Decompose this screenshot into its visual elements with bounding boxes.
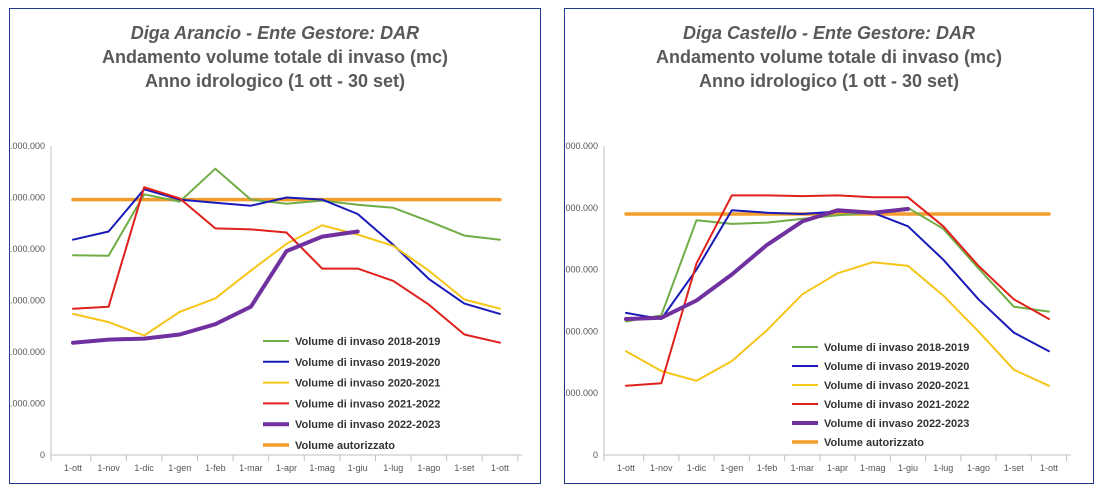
series-line — [625, 206, 1050, 323]
legend-label: Volume di invaso 2022-2023 — [295, 419, 440, 431]
x-tick-label: 1-ott — [1040, 463, 1059, 473]
series-line — [625, 209, 1050, 353]
legend-label: Volume autorizzato — [824, 437, 924, 449]
legend-label: Volume di invaso 2020-2021 — [295, 378, 440, 390]
x-tick-label: 1-lug — [383, 463, 403, 473]
chart-title-line-3: Anno idrologico (1 ott - 30 set) — [145, 71, 405, 91]
x-tick-label: 1-mag — [860, 463, 886, 473]
series-line — [71, 229, 360, 345]
x-tick-label: 1-dic — [134, 463, 154, 473]
legend-label: Volume di invaso 2019-2020 — [824, 361, 969, 373]
x-tick-label: 1-apr — [827, 463, 848, 473]
x-tick-label: 1-nov — [650, 463, 673, 473]
y-tick-label: 0 — [40, 450, 45, 460]
chart-title-line-1: Diga Arancio - Ente Gestore: DAR — [130, 23, 420, 43]
x-tick-label: 1-giu — [898, 463, 918, 473]
legend-label: Volume di invaso 2020-2021 — [824, 380, 969, 392]
legend-label: Volume di invaso 2018-2019 — [295, 336, 440, 348]
y-tick-label: 25.000.000 — [565, 141, 598, 151]
y-tick-label: 20.000.000 — [565, 203, 598, 213]
x-tick-label: 1-ago — [417, 463, 440, 473]
x-tick-label: 1-giu — [348, 463, 368, 473]
y-tick-label: 0 — [593, 450, 598, 460]
y-tick-label: 20.000.000 — [10, 244, 45, 254]
x-tick-label: 1-gen — [168, 463, 191, 473]
y-tick-label: 15.000.000 — [10, 296, 45, 306]
series-line — [625, 194, 1050, 387]
y-tick-label: 10.000.000 — [10, 347, 45, 357]
y-tick-label: 25.000.000 — [10, 193, 45, 203]
x-tick-label: 1-lug — [933, 463, 953, 473]
y-tick-label: 5.000.000 — [565, 388, 598, 398]
chart-title: Diga Arancio - Ente Gestore: DAR Andamen… — [10, 21, 540, 93]
series-line — [72, 224, 501, 337]
chart-title-line-2: Andamento volume totale di invaso (mc) — [655, 47, 1003, 67]
chart-panel-arancio: Diga Arancio - Ente Gestore: DAR Andamen… — [9, 8, 541, 484]
x-tick-label: 1-set — [454, 463, 475, 473]
series-line — [72, 186, 501, 344]
x-tick-label: 1-ago — [967, 463, 990, 473]
legend-label: Volume di invaso 2021-2022 — [824, 399, 969, 411]
chart-panel-castello: Diga Castello - Ente Gestore: DAR Andame… — [564, 8, 1094, 484]
y-tick-label: 15.000.000 — [565, 265, 598, 275]
y-tick-label: 30.000.000 — [10, 141, 45, 151]
x-tick-label: 1-mag — [309, 463, 335, 473]
x-tick-label: 1-ott — [64, 463, 83, 473]
x-tick-label: 1-set — [1004, 463, 1025, 473]
y-tick-label: 10.000.000 — [565, 326, 598, 336]
x-tick-label: 1-apr — [276, 463, 297, 473]
line-chart-castello: 0 5.000.000 10.000.000 15.000.000 20.000.000… — [565, 141, 1071, 473]
x-tick-label: 1-dic — [687, 463, 707, 473]
series-line — [624, 207, 910, 321]
series-line — [72, 167, 501, 257]
legend-label: Volume autorizzato — [295, 440, 395, 452]
legend-label: Volume di invaso 2018-2019 — [824, 342, 969, 354]
y-tick-label: 5.000.000 — [10, 399, 45, 409]
chart-title-line-2: Andamento volume totale di invaso (mc) — [101, 47, 449, 67]
legend-label: Volume di invaso 2022-2023 — [824, 418, 969, 430]
chart-title: Diga Castello - Ente Gestore: DAR Andame… — [565, 21, 1093, 93]
x-tick-label: 1-gen — [720, 463, 743, 473]
x-tick-label: 1-feb — [205, 463, 226, 473]
series-line — [625, 261, 1050, 387]
x-tick-label: 1-nov — [97, 463, 120, 473]
x-tick-label: 1-mar — [239, 463, 263, 473]
line-chart-arancio: 0 5.000.000 10.000.000 15.000.000 20.000.000… — [10, 141, 522, 473]
x-tick-label: 1-ott — [491, 463, 510, 473]
chart-title-line-3: Anno idrologico (1 ott - 30 set) — [699, 71, 959, 91]
x-tick-label: 1-ott — [617, 463, 636, 473]
legend-label: Volume di invaso 2019-2020 — [295, 357, 440, 369]
x-tick-label: 1-mar — [790, 463, 814, 473]
x-tick-label: 1-feb — [757, 463, 778, 473]
legend-label: Volume di invaso 2021-2022 — [295, 398, 440, 410]
chart-title-line-1: Diga Castello - Ente Gestore: DAR — [682, 23, 976, 43]
